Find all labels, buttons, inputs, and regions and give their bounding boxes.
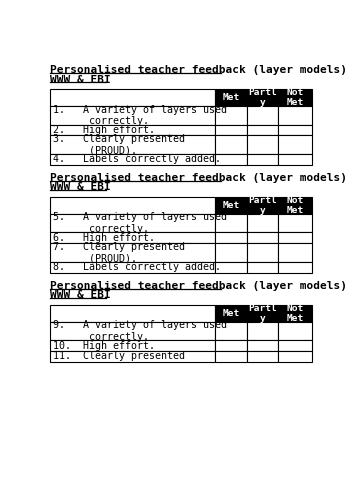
Bar bbox=[247, 154, 278, 164]
Bar bbox=[50, 136, 215, 154]
Bar bbox=[215, 197, 247, 214]
Text: Not
Met: Not Met bbox=[286, 88, 304, 108]
Text: Partl
y: Partl y bbox=[248, 304, 277, 323]
Bar bbox=[50, 232, 215, 243]
Text: Personalised teacher feedback (layer models): Personalised teacher feedback (layer mod… bbox=[50, 281, 353, 291]
Bar bbox=[247, 124, 278, 136]
Bar bbox=[278, 124, 311, 136]
Bar bbox=[278, 106, 311, 124]
Bar bbox=[215, 232, 247, 243]
Text: Not
Met: Not Met bbox=[286, 196, 304, 215]
Bar bbox=[247, 262, 278, 272]
Bar bbox=[50, 197, 215, 214]
Bar bbox=[50, 340, 215, 351]
Bar bbox=[50, 244, 215, 262]
Text: Met: Met bbox=[222, 309, 240, 318]
Text: 1.   A variety of layers used
      correctly.: 1. A variety of layers used correctly. bbox=[53, 104, 227, 126]
Text: WWW & EBI: WWW & EBI bbox=[50, 290, 111, 300]
Text: Personalised teacher feedback (layer models): Personalised teacher feedback (layer mod… bbox=[50, 66, 353, 76]
Bar bbox=[247, 197, 278, 214]
Text: 8.   Labels correctly added.: 8. Labels correctly added. bbox=[53, 262, 221, 272]
Text: WWW & EBI: WWW & EBI bbox=[50, 74, 111, 85]
Bar bbox=[215, 154, 247, 164]
Bar bbox=[247, 136, 278, 154]
Text: 2.   High effort.: 2. High effort. bbox=[53, 125, 155, 135]
Bar bbox=[215, 244, 247, 262]
Text: 10.  High effort.: 10. High effort. bbox=[53, 340, 155, 350]
Bar bbox=[215, 262, 247, 272]
Bar bbox=[50, 214, 215, 233]
Text: Met: Met bbox=[222, 93, 240, 102]
Text: 4.   Labels correctly added.: 4. Labels correctly added. bbox=[53, 154, 221, 164]
Bar bbox=[50, 262, 215, 272]
Bar bbox=[215, 90, 247, 106]
Bar bbox=[50, 124, 215, 136]
Text: 5.   A variety of layers used
      correctly.: 5. A variety of layers used correctly. bbox=[53, 212, 227, 234]
Bar bbox=[50, 90, 215, 106]
Text: Not
Met: Not Met bbox=[286, 304, 304, 323]
Bar bbox=[215, 124, 247, 136]
Bar bbox=[215, 322, 247, 340]
Bar bbox=[50, 351, 215, 362]
Text: Personalised teacher feedback (layer models): Personalised teacher feedback (layer mod… bbox=[50, 173, 353, 183]
Bar bbox=[247, 214, 278, 233]
Text: 7.   Clearly presented
      (PROUD).: 7. Clearly presented (PROUD). bbox=[53, 242, 185, 264]
Bar bbox=[215, 351, 247, 362]
Bar bbox=[278, 154, 311, 164]
Bar bbox=[215, 214, 247, 233]
Bar bbox=[278, 340, 311, 351]
Text: Partl
y: Partl y bbox=[248, 196, 277, 215]
Text: 6.   High effort.: 6. High effort. bbox=[53, 233, 155, 243]
Bar bbox=[247, 106, 278, 124]
Bar bbox=[50, 322, 215, 340]
Bar bbox=[215, 340, 247, 351]
Bar bbox=[278, 136, 311, 154]
Bar bbox=[215, 136, 247, 154]
Bar bbox=[278, 262, 311, 272]
Bar bbox=[50, 305, 215, 322]
Bar bbox=[278, 214, 311, 233]
Text: WWW & EBI: WWW & EBI bbox=[50, 182, 111, 192]
Text: 9.   A variety of layers used
      correctly.: 9. A variety of layers used correctly. bbox=[53, 320, 227, 342]
Bar bbox=[278, 90, 311, 106]
Bar bbox=[247, 351, 278, 362]
Bar bbox=[50, 106, 215, 124]
Bar bbox=[247, 305, 278, 322]
Bar bbox=[278, 232, 311, 243]
Bar bbox=[278, 351, 311, 362]
Bar bbox=[247, 232, 278, 243]
Bar bbox=[278, 197, 311, 214]
Bar bbox=[247, 322, 278, 340]
Text: 11.  Clearly presented: 11. Clearly presented bbox=[53, 352, 185, 362]
Text: Met: Met bbox=[222, 201, 240, 210]
Bar bbox=[215, 106, 247, 124]
Bar bbox=[215, 305, 247, 322]
Bar bbox=[278, 322, 311, 340]
Bar bbox=[278, 244, 311, 262]
Bar bbox=[278, 305, 311, 322]
Text: Partl
y: Partl y bbox=[248, 88, 277, 108]
Bar bbox=[247, 244, 278, 262]
Bar bbox=[247, 340, 278, 351]
Bar bbox=[50, 154, 215, 164]
Text: 3.   Clearly presented
      (PROUD).: 3. Clearly presented (PROUD). bbox=[53, 134, 185, 156]
Bar bbox=[247, 90, 278, 106]
